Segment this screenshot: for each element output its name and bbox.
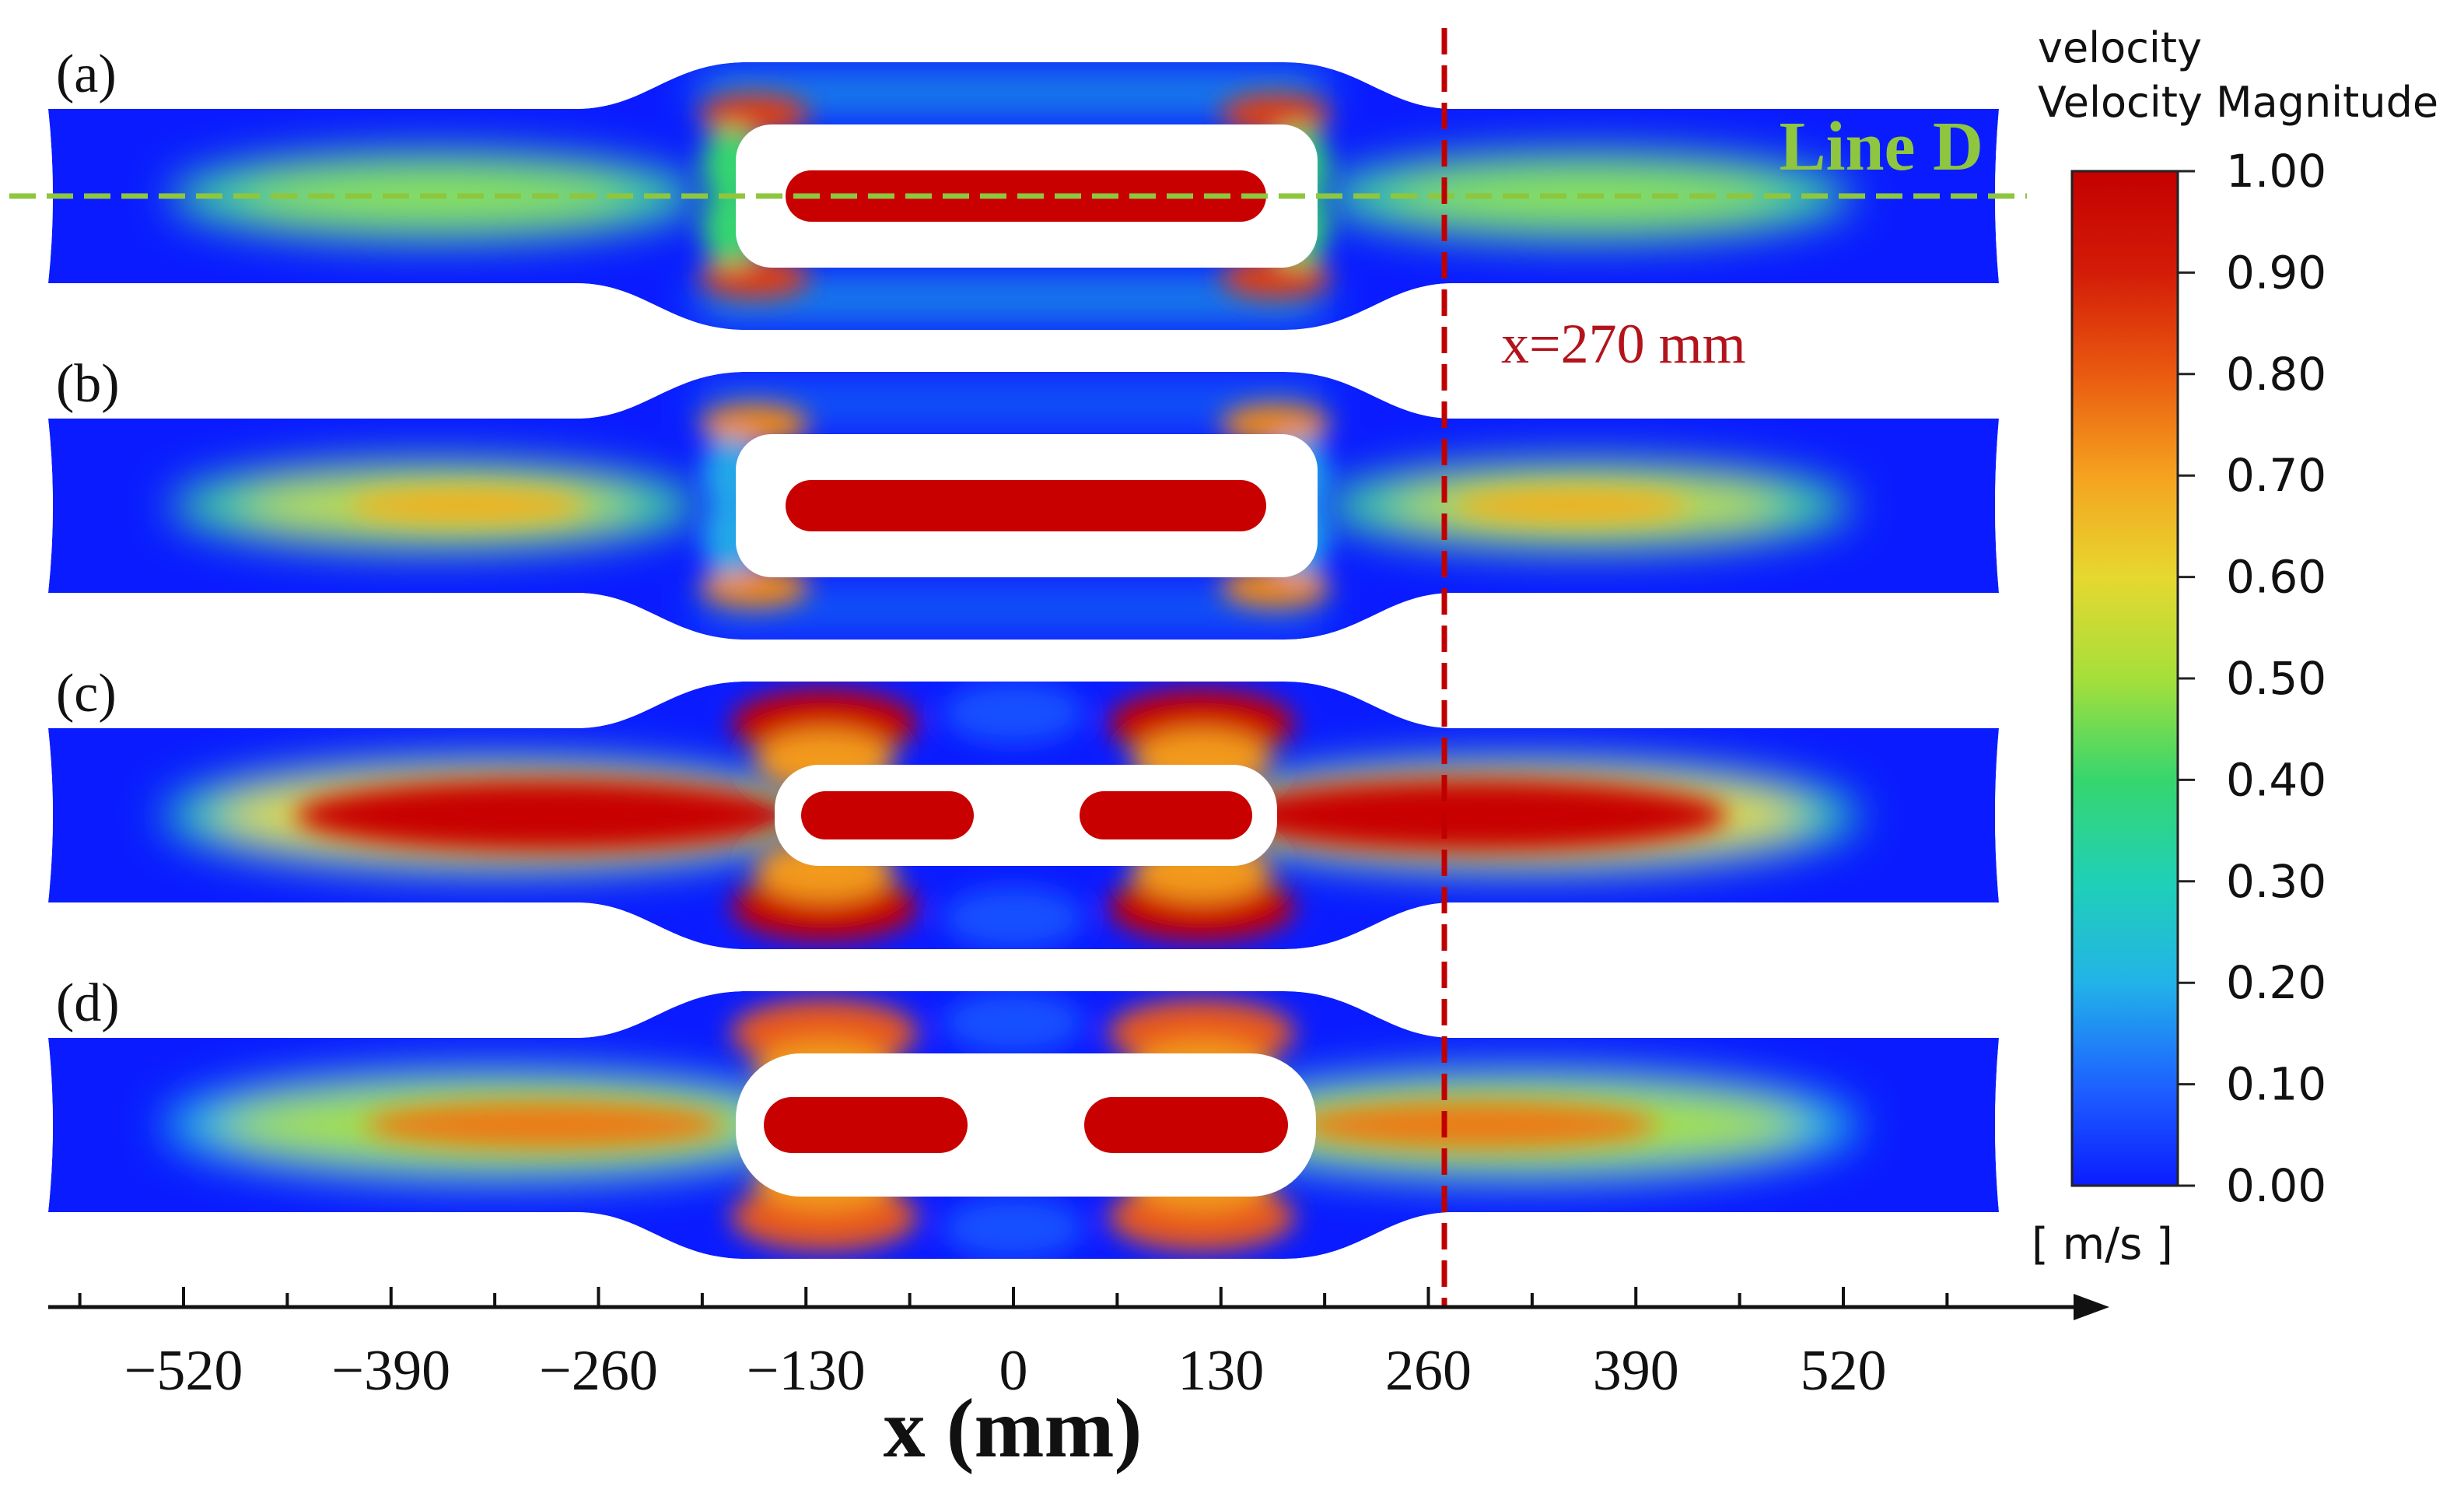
- panel-d-label: (d): [56, 973, 120, 1033]
- panel-d-obstacle: [736, 1053, 1316, 1197]
- colorbar-gradient: [2070, 170, 2179, 1187]
- colorbar-tick-label: 0.70: [2226, 449, 2326, 502]
- colorbar-unit: [ m/s ]: [2032, 1219, 2173, 1270]
- panel-a: (a): [48, 44, 1999, 330]
- x-axis-tick-label: 520: [1801, 1339, 1887, 1403]
- panel-c-core-right: [1080, 791, 1252, 839]
- panel-a-label: (a): [56, 44, 117, 104]
- colorbar-tick-label: 1.00: [2226, 145, 2326, 198]
- panel-c-obstacle: [775, 765, 1277, 866]
- x-axis-tick-label: −130: [747, 1339, 866, 1403]
- x-axis-tick-label: −260: [539, 1339, 658, 1403]
- colorbar-tick-label: 0.00: [2226, 1159, 2326, 1212]
- colorbar-title-line1: velocity: [2038, 23, 2202, 72]
- panel-c-label: (c): [56, 664, 117, 724]
- x-axis-tick-label: 0: [999, 1339, 1028, 1403]
- x-axis-tick-label: 130: [1178, 1339, 1264, 1403]
- colorbar-tick-label: 0.50: [2226, 652, 2326, 705]
- x-axis-tick-label: −390: [331, 1339, 450, 1403]
- x-axis-arrowhead: [2074, 1294, 2109, 1320]
- colorbar-tick-label: 0.60: [2226, 551, 2326, 604]
- panel-c-core-left: [801, 791, 974, 839]
- colorbar: velocity Velocity Magnitude 1.00 0.90 0.80…: [2032, 23, 2438, 1270]
- panel-b-core: [786, 480, 1266, 531]
- panel-b: (b): [48, 354, 1999, 640]
- x-marker-label: x=270 mm: [1501, 313, 1746, 375]
- colorbar-tick-label: 0.10: [2226, 1058, 2326, 1111]
- x-axis-tick-label: −520: [124, 1339, 243, 1403]
- panel-d-velocity-field: [48, 991, 1999, 1259]
- x-axis: −520 −390 −260 −130 0 130 260 390 520 x (mm): [48, 1287, 2109, 1475]
- panel-b-label: (b): [56, 354, 120, 414]
- panel-d-core-left: [764, 1097, 968, 1153]
- panel-c: (c): [48, 664, 1999, 949]
- colorbar-tick-label: 0.90: [2226, 246, 2326, 299]
- x-axis-title: x (mm): [884, 1383, 1143, 1475]
- panel-d: (d): [48, 973, 1999, 1259]
- x-axis-tick-label: 390: [1593, 1339, 1679, 1403]
- colorbar-tick-label: 0.80: [2226, 348, 2326, 401]
- colorbar-title-line2: Velocity Magnitude: [2038, 78, 2438, 127]
- colorbar-tick-label: 0.20: [2226, 956, 2326, 1009]
- colorbar-tick-label: 0.30: [2226, 855, 2326, 908]
- x-axis-tick-label: 260: [1385, 1339, 1472, 1403]
- panel-c-velocity-field: [48, 682, 1999, 949]
- panel-d-core-right: [1084, 1097, 1288, 1153]
- line-d-label: Line D: [1779, 108, 1983, 185]
- colorbar-tick-label: 0.40: [2226, 753, 2326, 806]
